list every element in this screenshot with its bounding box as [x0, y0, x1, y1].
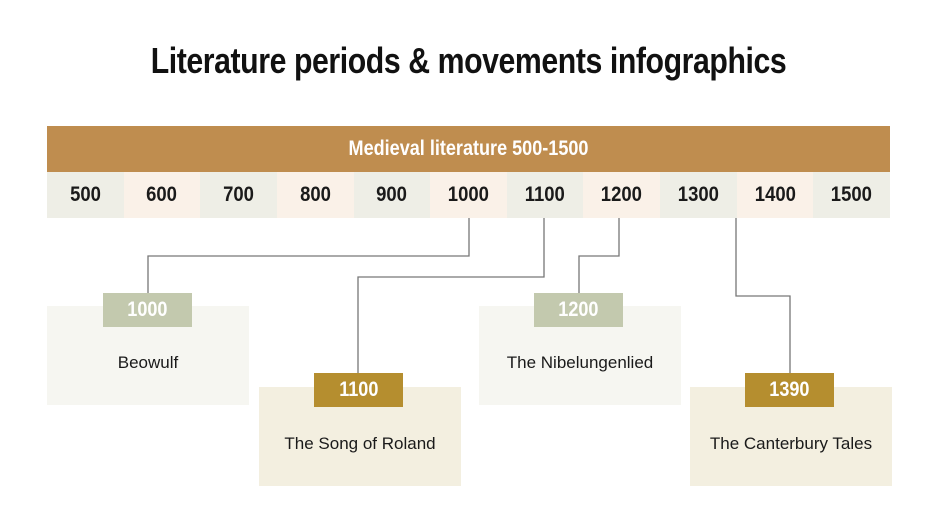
- year-cell: 1400: [736, 172, 814, 218]
- period-label: Medieval literature 500-1500: [348, 137, 589, 160]
- year-cell: 600: [123, 172, 201, 218]
- year-cell: 500: [47, 172, 124, 218]
- year-label: 700: [223, 183, 255, 206]
- year-cell: 1200: [583, 172, 661, 218]
- year-label: 1500: [831, 183, 873, 206]
- year-cell: 1300: [660, 172, 737, 218]
- year-cell: 800: [276, 172, 354, 218]
- year-label: 500: [69, 183, 101, 206]
- connector-nibelungenlied: [578, 218, 620, 294]
- year-cell: 700: [200, 172, 277, 218]
- connector-beowulf: [147, 218, 470, 294]
- year-label: 1200: [601, 183, 643, 206]
- year-label: 1100: [525, 183, 566, 206]
- work-title: The Nibelungenlied: [506, 352, 654, 372]
- year-cell: 1100: [506, 172, 584, 218]
- year-label: 1000: [447, 183, 490, 206]
- year-label: 600: [146, 183, 178, 206]
- connector-canterbury: [735, 218, 791, 374]
- year-tag-label: 1000: [127, 298, 168, 321]
- year-cell: 1000: [430, 172, 507, 218]
- year-label: 1300: [677, 183, 719, 206]
- year-timeline: 500 600 700 800 900 1000 1100 1200 1300 …: [47, 172, 891, 218]
- connector-roland: [357, 218, 545, 374]
- work-title: Beowulf: [117, 352, 179, 372]
- year-tag-label: 1390: [769, 378, 810, 401]
- year-cell: 1500: [813, 172, 891, 218]
- year-tag-label: 1100: [338, 378, 379, 401]
- year-label: 900: [376, 183, 408, 206]
- page-title: Literature periods & movements infograph…: [150, 40, 787, 81]
- year-cell: 900: [353, 172, 431, 218]
- year-tag: 1200: [534, 293, 623, 327]
- year-label: 800: [299, 183, 331, 206]
- work-title: The Canterbury Tales: [709, 433, 873, 453]
- year-tag: 1100: [314, 373, 403, 407]
- year-tag: 1390: [745, 373, 834, 407]
- year-label: 1400: [754, 183, 796, 206]
- year-tag-label: 1200: [558, 298, 599, 321]
- work-title: The Song of Roland: [284, 433, 436, 453]
- year-tag: 1000: [103, 293, 192, 327]
- period-banner: Medieval literature 500-1500: [47, 126, 890, 172]
